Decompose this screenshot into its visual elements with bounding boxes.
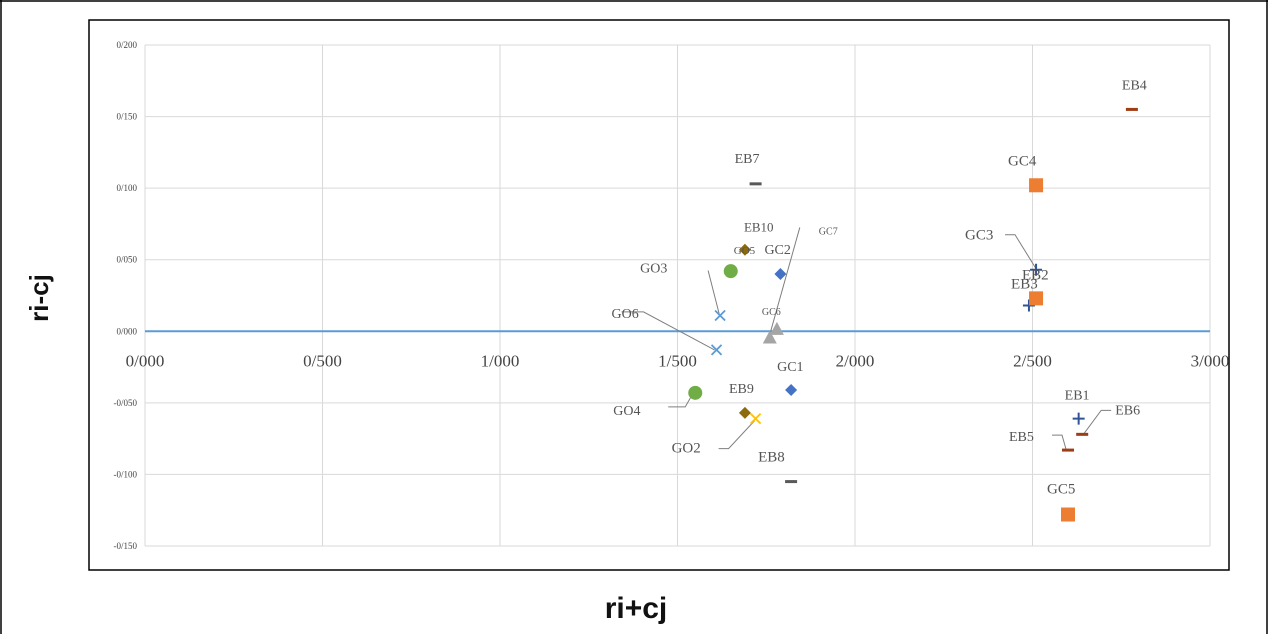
point-label-gc5: GC5	[1047, 482, 1075, 498]
point-eb9	[738, 406, 751, 419]
y-tick-label: -0/150	[114, 541, 138, 551]
y-axis-label: ri-cj	[24, 274, 54, 322]
point-label-gc6: GC6	[762, 307, 781, 318]
leader-lines	[621, 227, 1112, 450]
point-label-eb10: EB10	[744, 220, 774, 235]
point-label-eb6: EB6	[1115, 403, 1140, 418]
data-points	[688, 107, 1138, 522]
x-tick-label: 0/500	[303, 351, 342, 370]
point-label-eb4: EB4	[1122, 78, 1147, 93]
point-eb6	[1076, 432, 1089, 436]
leader-line-gc7	[769, 227, 801, 335]
y-tick-label: 0/100	[116, 183, 137, 193]
y-tick-label: 0/150	[116, 112, 137, 122]
point-label-go5: GO5	[734, 245, 756, 257]
point-labels: EB4 GC4 EB7 EB10 GO5 GC2 GO3 GC6 GC7 GO6 GO4 GC1 EB9…	[612, 78, 1147, 497]
point-label-eb7: EB7	[735, 152, 760, 167]
x-tick-label: 3/000	[1191, 351, 1230, 370]
plot-border	[88, 19, 1230, 571]
leader-line-gc3	[1005, 234, 1037, 269]
x-tick-labels: 0/000 0/500 1/000 1/500 2/000 2/500 3/000	[126, 351, 1230, 370]
point-eb8	[785, 480, 798, 484]
point-eb7	[749, 182, 762, 186]
point-label-go3: GO3	[640, 262, 667, 277]
x-tick-label: 1/500	[658, 351, 697, 370]
point-eb3	[1029, 291, 1044, 306]
point-label-eb9: EB9	[729, 382, 754, 397]
point-label-go4: GO4	[613, 404, 640, 419]
x-axis-label: ri+cj	[605, 592, 668, 625]
x-tick-label: 1/000	[481, 351, 520, 370]
point-label-gc3: GC3	[965, 228, 993, 244]
point-label-go6: GO6	[612, 307, 639, 322]
x-tick-label: 0/000	[126, 351, 165, 370]
point-eb4	[1125, 107, 1138, 111]
point-label-eb1: EB1	[1065, 389, 1090, 404]
point-eb10	[738, 243, 751, 256]
point-label-eb8: EB8	[758, 450, 785, 466]
x-tick-label: 2/000	[836, 351, 875, 370]
y-tick-label: 0/000	[116, 326, 137, 336]
y-tick-labels: 0/200 0/150 0/100 0/050 0/000 -0/050 -0/100 -0/…	[114, 40, 138, 551]
point-go5	[723, 264, 738, 279]
leader-line-go6	[621, 311, 715, 351]
leader-line-eb5	[1052, 434, 1067, 450]
leader-line-go3	[707, 270, 720, 314]
point-eb2	[1022, 299, 1035, 312]
point-eb5	[1062, 448, 1074, 452]
point-go4	[688, 385, 703, 400]
point-gc6	[769, 321, 784, 335]
point-gc1	[785, 383, 798, 396]
y-tick-label: -0/050	[114, 398, 138, 408]
point-gc5	[1061, 507, 1075, 522]
point-label-eb3: EB3	[1011, 276, 1038, 292]
point-go3	[714, 309, 726, 322]
point-go2	[749, 412, 762, 425]
point-label-eb2: EB2	[1022, 268, 1049, 284]
grid-layer	[144, 44, 1211, 547]
point-label-gc2: GC2	[764, 243, 790, 258]
point-label-gc1: GC1	[777, 360, 803, 375]
point-go6	[710, 344, 723, 356]
point-label-gc4: GC4	[1008, 153, 1037, 169]
leader-line-eb6	[1083, 409, 1112, 434]
point-label-gc7: GC7	[819, 226, 838, 237]
leader-line-go2	[718, 420, 755, 450]
point-gc4	[1029, 178, 1044, 193]
point-gc7	[762, 330, 777, 344]
point-gc2	[774, 268, 787, 281]
y-tick-label: 0/200	[116, 40, 137, 50]
point-eb1	[1072, 412, 1085, 425]
point-label-eb5: EB5	[1009, 430, 1034, 445]
point-gc3	[1030, 263, 1043, 276]
y-tick-label: 0/050	[116, 255, 137, 265]
y-tick-label: -0/100	[114, 469, 138, 479]
x-tick-label: 2/500	[1013, 351, 1052, 370]
point-label-go2: GO2	[672, 441, 701, 457]
